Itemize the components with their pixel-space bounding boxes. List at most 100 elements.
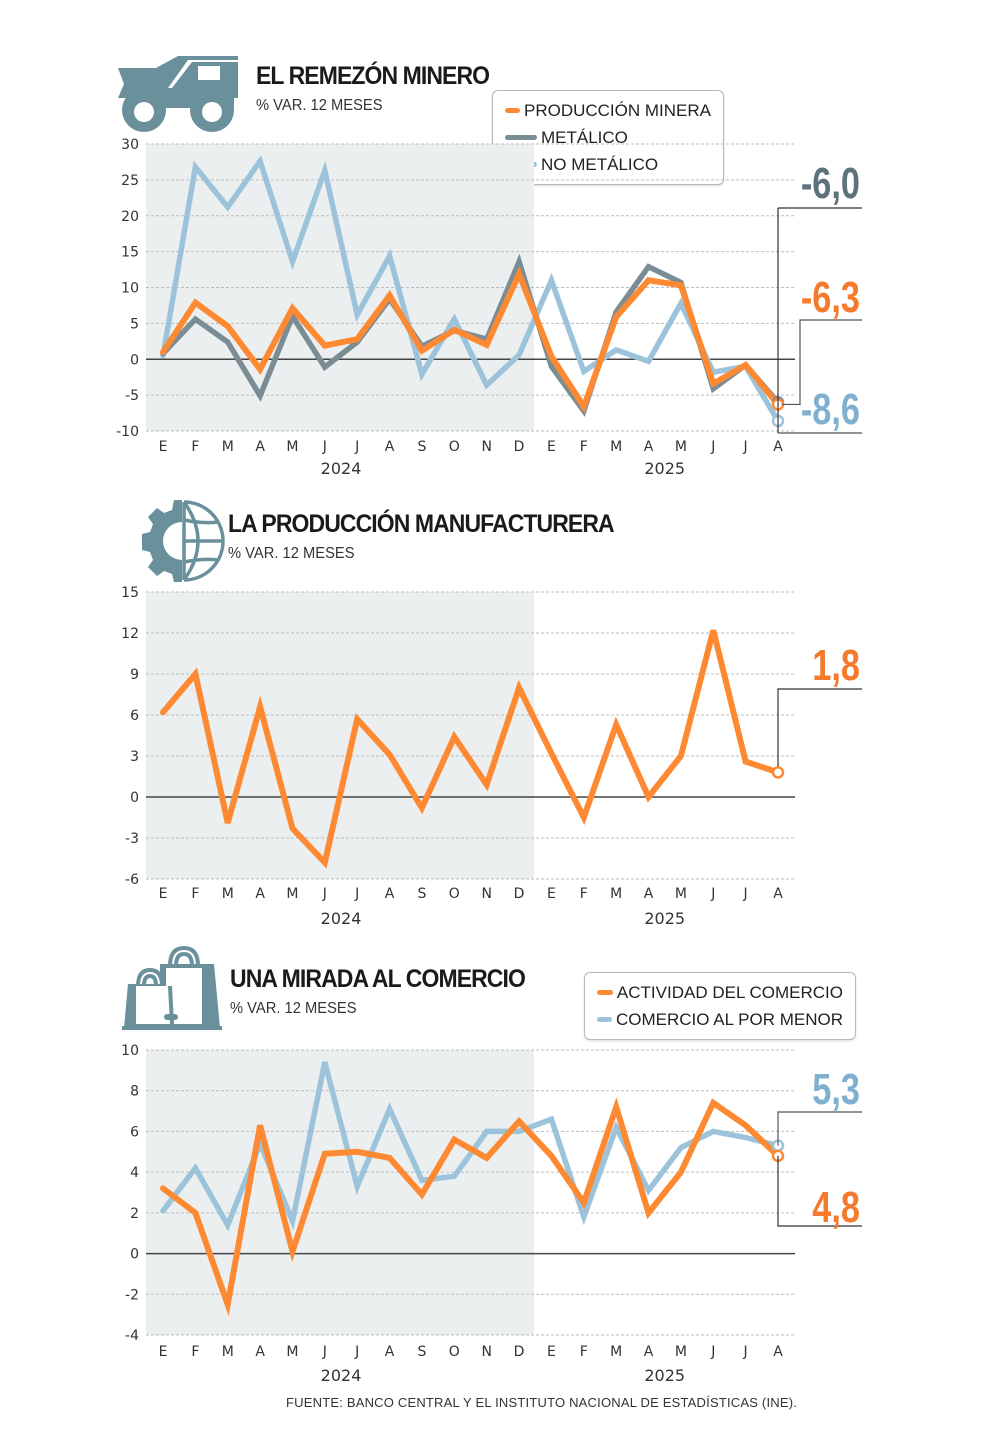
y-tick-label: 2	[130, 1206, 139, 1222]
x-tick-label: E	[159, 886, 168, 902]
latest-value-label: 1,8	[812, 641, 860, 690]
commerce-legend: ACTIVIDAD DEL COMERCIO COMERCIO AL POR M…	[584, 972, 856, 1040]
x-tick-label: E	[547, 886, 556, 902]
y-tick-label: 10	[121, 281, 139, 297]
gear-globe-icon	[142, 500, 225, 582]
x-tick-label: M	[610, 1344, 622, 1360]
series-line-actividad-del-comercio	[160, 1097, 781, 1317]
x-tick-label: J	[354, 886, 359, 902]
x-tick-label: A	[644, 886, 654, 902]
x-tick-label: J	[322, 439, 327, 455]
x-tick-label: M	[610, 886, 622, 902]
year-label-2025: 2025	[644, 459, 685, 478]
x-tick-label: F	[580, 1344, 588, 1360]
legend-label: PRODUCCIÓN MINERA	[523, 100, 711, 120]
y-tick-label: -2	[125, 1287, 139, 1303]
x-tick-label: A	[773, 1344, 783, 1360]
year-label-2024: 2024	[321, 909, 362, 928]
y-tick-label: 4	[130, 1165, 139, 1181]
legend-swatch-blue	[597, 1017, 612, 1022]
latest-value-label: 5,3	[812, 1065, 860, 1114]
latest-value-label: -6,0	[801, 159, 860, 208]
y-tick-label: -4	[125, 1328, 139, 1344]
commerce-subtitle: % VAR. 12 MESES	[230, 1000, 357, 1017]
x-tick-label: J	[710, 1344, 715, 1360]
manufacturing-subtitle: % VAR. 12 MESES	[228, 545, 355, 562]
manufacturing-chart: 15 12 9 6 3 0 -3 -6 E F M A M J J A S O N D E F M A M J J A 2024 2025…	[121, 585, 862, 928]
x-tick-label: A	[385, 439, 395, 455]
end-point-marker	[771, 766, 785, 779]
y-tick-label: 8	[130, 1084, 139, 1100]
y-tick-label: 0	[130, 1247, 139, 1263]
annotation-leader	[782, 319, 862, 406]
manufacturing-title: LA PRODUCCIÓN MANUFACTURERA	[228, 510, 615, 538]
x-tick-label: F	[191, 886, 199, 902]
x-tick-label: J	[322, 1344, 327, 1360]
x-tick-label: E	[547, 439, 556, 455]
x-tick-label: A	[255, 439, 265, 455]
x-tick-label: J	[710, 886, 715, 902]
x-tick-label: J	[743, 1344, 748, 1360]
y-tick-label: 10	[121, 1043, 139, 1059]
annotation-leader	[777, 1155, 862, 1227]
x-tick-label: M	[222, 1344, 234, 1360]
x-tick-label: S	[418, 1344, 427, 1360]
y-tick-label: 0	[130, 790, 139, 806]
y-tick-label: 6	[130, 708, 139, 724]
legend-swatch-orange	[597, 990, 613, 995]
y-tick-label: -10	[116, 424, 139, 440]
mining-subtitle: % VAR. 12 MESES	[256, 97, 383, 114]
legend-item-actividad-comercio: ACTIVIDAD DEL COMERCIO	[597, 979, 843, 1006]
x-tick-label: M	[675, 886, 687, 902]
x-tick-label: A	[773, 886, 783, 902]
x-tick-label: M	[286, 1344, 298, 1360]
x-tick-label: A	[255, 1344, 265, 1360]
legend-label: COMERCIO AL POR MENOR	[615, 1009, 843, 1029]
year-label-2025: 2025	[644, 1366, 685, 1385]
x-tick-label: A	[255, 886, 265, 902]
x-tick-label: F	[580, 439, 588, 455]
mining-chart: 30 25 20 15 10 5 0 -5 -10 E F M A M J J A S O N D E F M A M J J A 202…	[116, 137, 862, 478]
x-tick-label: D	[514, 439, 525, 455]
x-tick-label: J	[743, 439, 748, 455]
mining-truck-icon	[118, 56, 238, 132]
x-tick-label: J	[743, 886, 748, 902]
x-tick-label: M	[222, 886, 234, 902]
y-tick-label: -3	[125, 831, 139, 847]
x-tick-label: J	[354, 1344, 359, 1360]
x-tick-label: N	[481, 1344, 491, 1360]
legend-item-produccion-minera: PRODUCCIÓN MINERA	[505, 97, 711, 124]
x-tick-label: M	[610, 439, 622, 455]
x-tick-label: O	[449, 1344, 460, 1360]
legend-label: ACTIVIDAD DEL COMERCIO	[616, 982, 843, 1002]
legend-item-comercio-por-menor: COMERCIO AL POR MENOR	[597, 1006, 843, 1033]
x-tick-label: D	[514, 1344, 525, 1360]
series-line-producción-manufacturera	[160, 629, 781, 869]
mining-title: EL REMEZÓN MINERO	[256, 62, 490, 90]
y-tick-label: 25	[121, 173, 139, 189]
commerce-title: UNA MIRADA AL COMERCIO	[230, 965, 526, 993]
x-tick-label: E	[159, 439, 168, 455]
year-label-2024: 2024	[321, 1366, 362, 1385]
legend-swatch-gray	[505, 135, 537, 140]
y-tick-label: 12	[121, 626, 139, 642]
x-tick-label: F	[191, 439, 199, 455]
x-tick-label: A	[644, 439, 654, 455]
x-tick-label: M	[286, 886, 298, 902]
commerce-chart: 10 8 6 4 2 0 -2 -4 E F M A M J J A S O N D E F M A M J J A 2024 2025 5…	[121, 1043, 862, 1385]
y-tick-label: 15	[121, 245, 139, 261]
x-tick-label: D	[514, 886, 525, 902]
x-tick-label: A	[644, 1344, 654, 1360]
annotation-leader	[777, 1111, 862, 1146]
legend-swatch-orange	[505, 108, 520, 113]
x-tick-label: J	[354, 439, 359, 455]
shaded-period-2024	[146, 592, 534, 879]
shaded-period-2024	[146, 1050, 534, 1335]
x-tick-label: A	[773, 439, 783, 455]
legend-label: METÁLICO	[541, 127, 628, 147]
x-tick-label: J	[322, 886, 327, 902]
x-tick-label: M	[675, 1344, 687, 1360]
y-tick-label: 0	[130, 352, 139, 368]
x-tick-label: N	[481, 886, 491, 902]
x-tick-label: E	[159, 1344, 168, 1360]
